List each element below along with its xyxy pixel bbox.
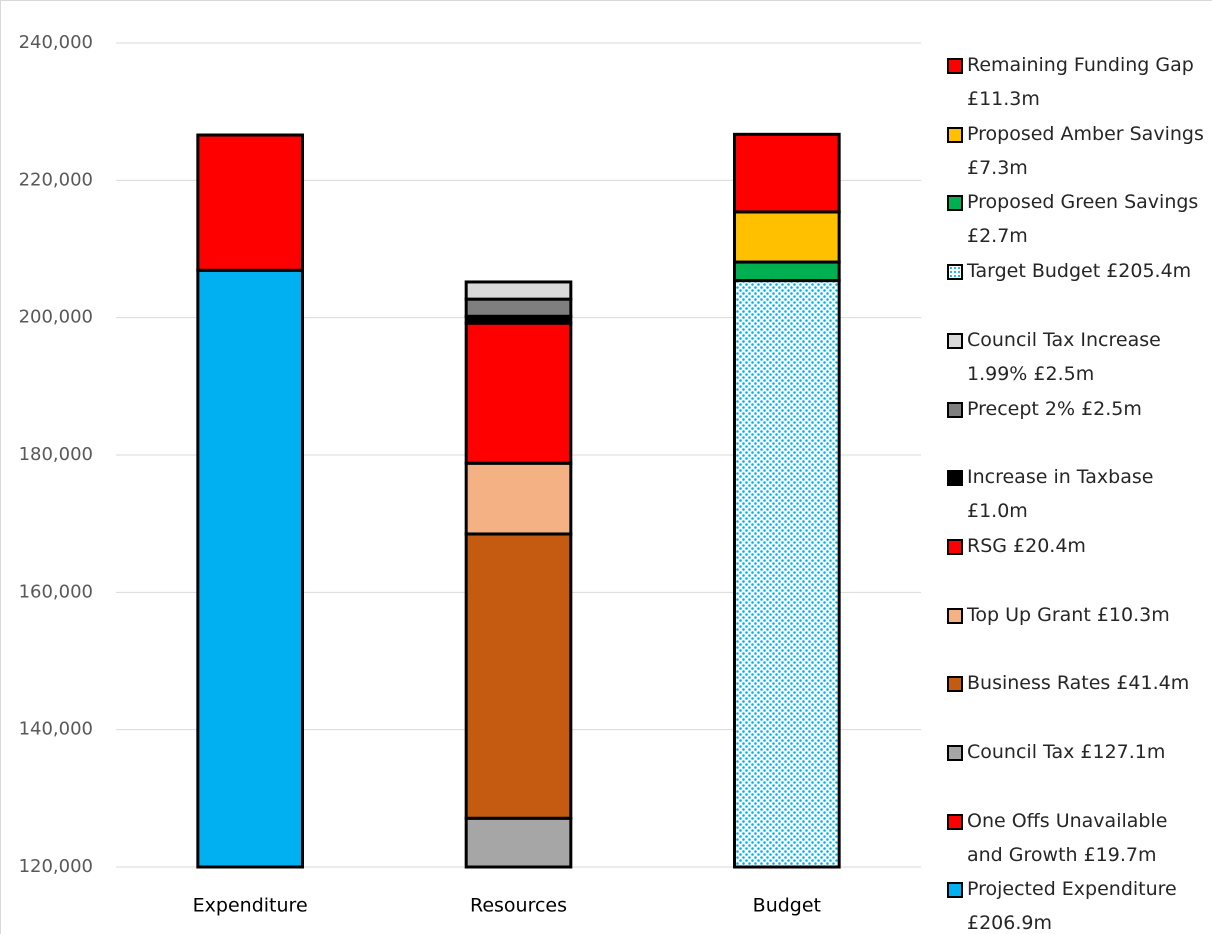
legend-entry: Business Rates £41.4m (947, 666, 1209, 700)
legend-label: Council Tax £127.1m (967, 741, 1166, 763)
bar-segment (464, 461, 573, 536)
x-tick-label: Expenditure (193, 895, 308, 917)
legend-label: Council Tax Increase 1.99% £2.5m (967, 328, 1161, 385)
bar-segment (196, 133, 304, 272)
bar-segment (196, 268, 304, 869)
legend-label: One Offs Unavailable and Growth £19.7m (967, 809, 1168, 866)
legend-label: RSG £20.4m (967, 534, 1086, 557)
legend-entry: Proposed Amber Savings £7.3m (947, 117, 1209, 185)
y-tick-label: 180,000 (19, 444, 93, 465)
y-tick-label: 120,000 (19, 856, 93, 877)
legend-marker (947, 332, 963, 349)
legend-label: Increase in Taxbase £1.0m (967, 466, 1154, 523)
bar-segment (733, 279, 841, 869)
legend-marker (947, 195, 963, 212)
y-tick-label: 140,000 (19, 719, 93, 740)
bar-segment (733, 260, 841, 283)
legend-marker (947, 264, 963, 281)
legend-marker (947, 607, 963, 624)
legend-entry: Top Up Grant £10.3m (947, 598, 1209, 632)
legend-marker (947, 882, 963, 899)
legend-entry: Increase in Taxbase £1.0m (947, 460, 1209, 528)
legend-marker (947, 813, 963, 830)
bar-segment (733, 210, 841, 264)
legend-label: Remaining Funding Gap £11.3m (967, 54, 1194, 110)
legend-entry: Precept 2% £2.5m (947, 392, 1209, 426)
legend-marker (947, 58, 963, 74)
bar-segment (464, 297, 573, 318)
bar-segment (733, 132, 841, 214)
legend-label: Top Up Grant £10.3m (967, 603, 1170, 626)
legend-entry: Projected Expenditure £206.9m (947, 872, 1209, 934)
legend-entry: Proposed Green Savings £2.7m (947, 185, 1209, 253)
legend-label: Projected Expenditure £206.9m (967, 878, 1177, 934)
y-tick-label: 240,000 (19, 32, 93, 53)
legend-marker (947, 126, 963, 143)
bar-segment (464, 816, 573, 869)
x-tick-label: Resources (470, 895, 567, 917)
legend-entry: One Offs Unavailable and Growth £19.7m (947, 804, 1209, 872)
legend-label: Proposed Green Savings £2.7m (967, 191, 1199, 248)
legend-entry: Target Budget £205.4m (947, 254, 1209, 288)
y-tick-label: 160,000 (19, 581, 93, 602)
y-tick-label: 200,000 (19, 307, 93, 328)
legend-entry: RSG £20.4m (947, 529, 1209, 563)
legend-marker (947, 401, 963, 418)
bar-segment (464, 280, 573, 301)
legend-marker (947, 745, 963, 761)
legend-entry: Council Tax Increase 1.99% £2.5m (947, 323, 1209, 391)
legend-label: Target Budget £205.4m (967, 260, 1192, 283)
legend-label: Business Rates £41.4m (967, 672, 1190, 695)
legend-label: Precept 2% £2.5m (967, 397, 1142, 420)
legend-entry: Council Tax £127.1m (947, 735, 1209, 769)
bar-segment (464, 321, 573, 465)
y-tick-label: 220,000 (19, 169, 93, 190)
legend-entry: Remaining Funding Gap £11.3m (947, 48, 1209, 116)
bar-segment (464, 532, 573, 820)
legend-marker (947, 676, 963, 693)
legend-marker (947, 538, 963, 555)
legend-label: Proposed Amber Savings £7.3m (967, 122, 1204, 179)
legend-marker (947, 470, 963, 487)
x-tick-label: Budget (753, 895, 821, 917)
